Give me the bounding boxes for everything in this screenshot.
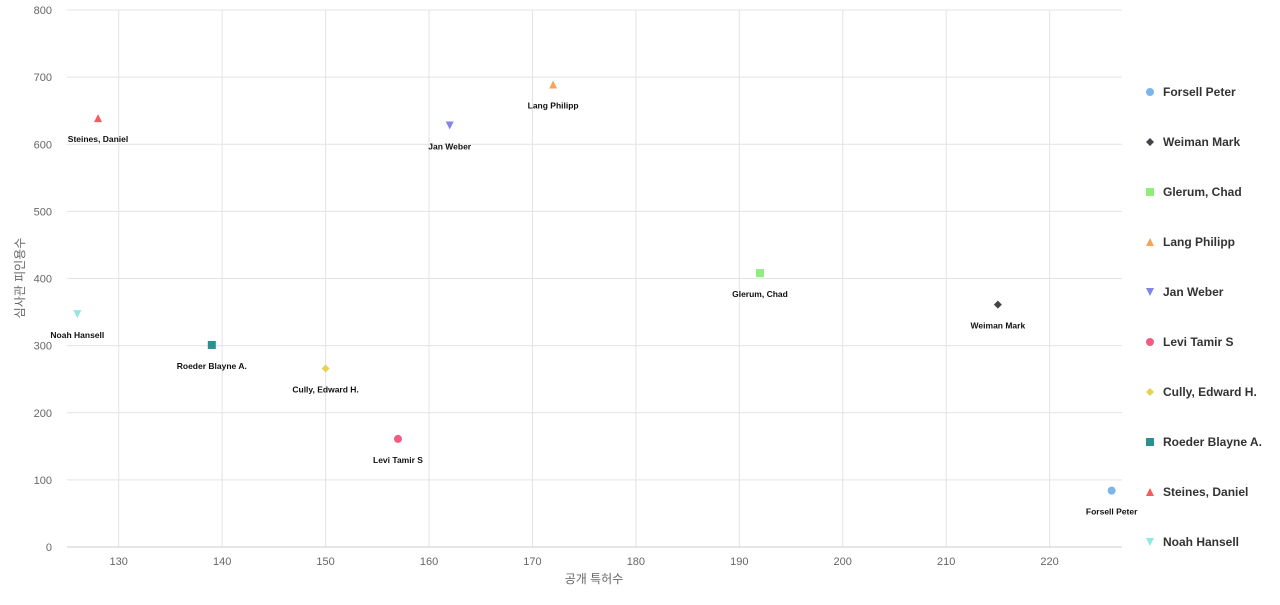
y-tick-label: 0 xyxy=(46,542,52,554)
data-point xyxy=(993,300,1002,309)
legend-label: Levi Tamir S xyxy=(1163,335,1233,349)
data-label: Noah Hansell xyxy=(50,330,104,340)
legend-item[interactable]: Noah Hansell xyxy=(1146,535,1239,549)
legend-label: Glerum, Chad xyxy=(1163,185,1242,199)
y-axis-title: 심사관 피인용수 xyxy=(13,238,27,319)
legend-marker xyxy=(1146,288,1154,296)
legend: Forsell Peter Weiman Mark Glerum, Chad Lang… xyxy=(1146,85,1262,549)
legend-marker xyxy=(1146,488,1154,496)
x-tick-label: 140 xyxy=(213,556,231,568)
data-label: Lang Philipp xyxy=(528,101,579,111)
data-point xyxy=(321,364,330,373)
x-tick-label: 210 xyxy=(937,556,955,568)
x-tick-label: 220 xyxy=(1040,556,1058,568)
legend-label: Roeder Blayne A. xyxy=(1163,435,1262,449)
legend-marker xyxy=(1146,188,1154,196)
data-label: Roeder Blayne A. xyxy=(177,361,247,371)
legend-label: Lang Philipp xyxy=(1163,235,1235,249)
legend-item[interactable]: Steines, Daniel xyxy=(1146,485,1248,499)
data-point xyxy=(73,310,82,319)
y-tick-label: 300 xyxy=(34,341,52,353)
data-points xyxy=(73,80,1116,495)
y-tick-label: 400 xyxy=(34,274,52,286)
legend-marker xyxy=(1146,88,1154,96)
x-tick-label: 160 xyxy=(420,556,438,568)
legend-label: Forsell Peter xyxy=(1163,85,1236,99)
legend-marker xyxy=(1146,238,1154,246)
data-point xyxy=(445,121,454,130)
grid xyxy=(67,9,1122,547)
y-tick-label: 100 xyxy=(34,475,52,487)
data-label: Cully, Edward H. xyxy=(292,384,358,394)
x-tick-label: 130 xyxy=(110,556,128,568)
legend-marker xyxy=(1146,538,1154,546)
data-label: Jan Weber xyxy=(428,141,472,151)
legend-item[interactable]: Roeder Blayne A. xyxy=(1146,435,1262,449)
legend-item[interactable]: Lang Philipp xyxy=(1146,235,1235,249)
data-label: Glerum, Chad xyxy=(732,289,788,299)
legend-label: Steines, Daniel xyxy=(1163,485,1248,499)
legend-item[interactable]: Jan Weber xyxy=(1146,285,1224,299)
y-tick-label: 500 xyxy=(34,206,52,218)
legend-item[interactable]: Forsell Peter xyxy=(1146,85,1236,99)
data-label: Steines, Daniel xyxy=(68,134,128,144)
legend-label: Noah Hansell xyxy=(1163,535,1239,549)
data-point xyxy=(207,340,216,349)
x-tick-label: 200 xyxy=(834,556,852,568)
data-point xyxy=(755,269,764,278)
legend-marker xyxy=(1146,388,1154,396)
y-tick-label: 800 xyxy=(34,5,52,17)
legend-label: Weiman Mark xyxy=(1163,135,1240,149)
legend-marker xyxy=(1146,438,1154,446)
y-tick-label: 700 xyxy=(34,72,52,84)
x-tick-label: 190 xyxy=(730,556,748,568)
data-labels: Forsell Peter Weiman Mark Glerum, Chad Lang… xyxy=(50,101,1138,517)
data-point xyxy=(549,80,558,89)
legend-item[interactable]: Levi Tamir S xyxy=(1146,335,1233,349)
legend-item[interactable]: Cully, Edward H. xyxy=(1146,385,1257,399)
legend-label: Cully, Edward H. xyxy=(1163,385,1257,399)
legend-label: Jan Weber xyxy=(1163,285,1224,299)
legend-item[interactable]: Glerum, Chad xyxy=(1146,185,1242,199)
x-tick-label: 150 xyxy=(316,556,334,568)
legend-marker xyxy=(1146,138,1154,146)
x-axis-title: 공개 특허수 xyxy=(565,572,624,586)
x-tick-label: 180 xyxy=(627,556,645,568)
legend-marker xyxy=(1146,338,1154,346)
data-label: Forsell Peter xyxy=(1086,507,1138,517)
legend-item[interactable]: Weiman Mark xyxy=(1146,135,1240,149)
axes: 0 100 200 300 400 500 600 700 800 130 140 150 160 170… xyxy=(34,5,1122,568)
data-label: Weiman Mark xyxy=(971,321,1026,331)
data-point xyxy=(393,434,402,443)
data-point xyxy=(94,114,103,123)
y-tick-label: 600 xyxy=(34,139,52,151)
x-tick-label: 170 xyxy=(523,556,541,568)
y-tick-label: 200 xyxy=(34,408,52,420)
data-label: Levi Tamir S xyxy=(373,455,423,465)
data-point xyxy=(1107,486,1116,495)
